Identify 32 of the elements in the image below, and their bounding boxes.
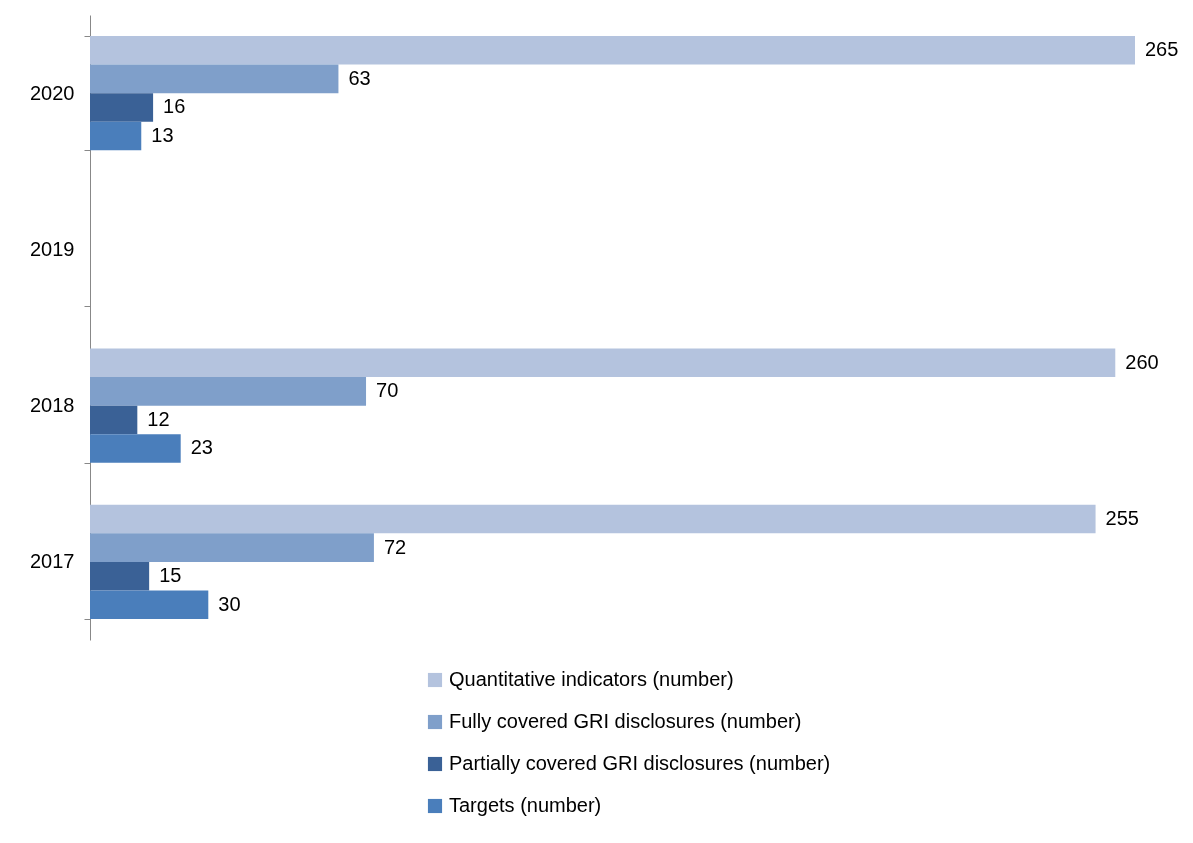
- data-label: 30: [218, 592, 241, 615]
- bar: [90, 533, 374, 562]
- y-tick-label: 2019: [30, 237, 75, 260]
- bar: [90, 405, 138, 435]
- data-label: 13: [151, 123, 174, 146]
- data-label: 15: [159, 564, 182, 587]
- bar: [90, 121, 142, 151]
- bar: [90, 64, 339, 94]
- y-tick-label: 2020: [30, 81, 75, 104]
- bar: [90, 93, 154, 122]
- data-label: 16: [163, 95, 186, 118]
- data-label: 72: [383, 535, 407, 558]
- bar: [90, 36, 1135, 65]
- data-label: 63: [348, 66, 371, 89]
- bar: [90, 590, 209, 619]
- legend-label: Targets (number): [449, 794, 602, 816]
- legend-label: Partially covered GRI disclosures (number): [449, 752, 831, 774]
- bar: [90, 377, 367, 406]
- y-tick-label: 2017: [30, 550, 75, 573]
- y-tick-label: 2018: [30, 394, 75, 417]
- legend-label: Quantitative indicators (number): [449, 668, 734, 690]
- data-label: 70: [376, 379, 399, 402]
- data-label: 260: [1125, 350, 1159, 373]
- bar: [90, 561, 150, 591]
- bar: [90, 348, 1116, 378]
- data-label: 265: [1145, 38, 1179, 61]
- bar: [90, 504, 1096, 534]
- data-label: 255: [1105, 507, 1139, 530]
- bar: [90, 434, 181, 463]
- data-label: 12: [147, 407, 170, 430]
- data-label: 23: [190, 436, 213, 459]
- legend-label: Fully covered GRI disclosures (number): [449, 710, 802, 732]
